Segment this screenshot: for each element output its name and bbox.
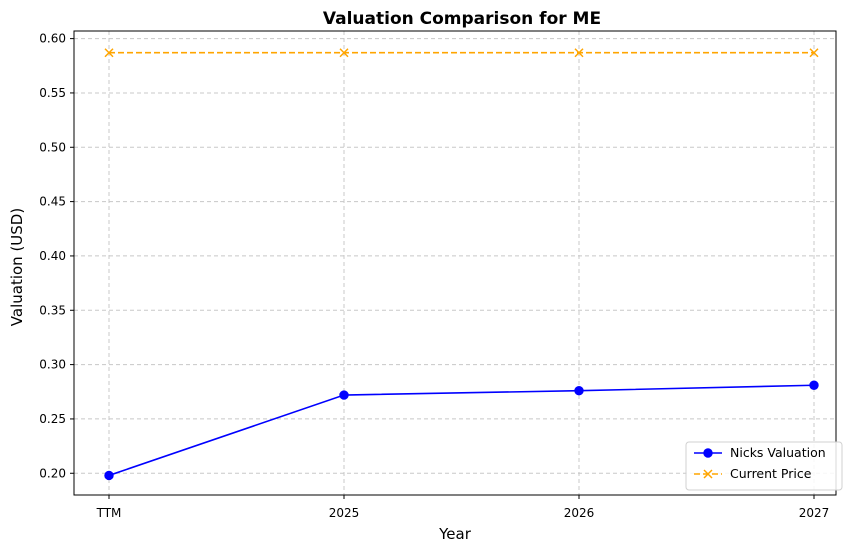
data-point bbox=[574, 385, 584, 396]
legend-label: Nicks Valuation bbox=[730, 445, 826, 460]
x-axis-label: Year bbox=[438, 525, 472, 543]
plot-area-frame bbox=[73, 30, 837, 496]
x-tick-label: 2027 bbox=[799, 506, 830, 520]
data-point bbox=[339, 390, 349, 400]
y-tick-label: 0.55 bbox=[39, 86, 66, 100]
y-tick-label: 0.50 bbox=[39, 140, 66, 154]
x-tick-label: TTM bbox=[96, 506, 122, 520]
y-axis-label: Valuation (USD) bbox=[8, 208, 26, 326]
data-point bbox=[809, 48, 819, 58]
y-tick-label: 0.30 bbox=[39, 358, 66, 372]
y-tick-label: 0.60 bbox=[39, 32, 66, 46]
grid-lines bbox=[74, 31, 836, 495]
y-axis: 0.20 0.25 0.30 0.35 0.40 0.45 0.50 0.55 0.60 bbox=[39, 32, 74, 480]
data-point bbox=[809, 380, 819, 390]
y-tick-label: 0.45 bbox=[39, 195, 66, 209]
y-tick-label: 0.20 bbox=[39, 466, 66, 480]
legend-item: Current Price bbox=[694, 466, 812, 481]
series-group bbox=[104, 48, 819, 481]
y-tick-label: 0.35 bbox=[39, 303, 66, 317]
legend-label: Current Price bbox=[730, 466, 812, 481]
x-tick-label: 2025 bbox=[329, 506, 360, 520]
y-tick-label: 0.25 bbox=[39, 412, 66, 426]
chart-title: Valuation Comparison for ME bbox=[323, 9, 601, 29]
series-1 bbox=[104, 48, 819, 58]
data-point bbox=[574, 48, 584, 58]
data-point bbox=[104, 48, 114, 58]
data-point bbox=[339, 48, 349, 58]
data-point bbox=[104, 470, 114, 481]
x-axis: TTM 2025 2026 2027 bbox=[96, 495, 830, 520]
legend: Nicks Valuation Current Price bbox=[685, 441, 843, 491]
legend-box bbox=[685, 441, 843, 491]
y-tick-label: 0.40 bbox=[39, 249, 66, 263]
legend-item: Nicks Valuation bbox=[694, 445, 826, 460]
series-line bbox=[108, 384, 815, 477]
series-0 bbox=[104, 380, 819, 481]
legend-marker bbox=[703, 448, 713, 458]
x-tick-label: 2026 bbox=[564, 506, 595, 520]
legend-marker bbox=[703, 469, 713, 479]
